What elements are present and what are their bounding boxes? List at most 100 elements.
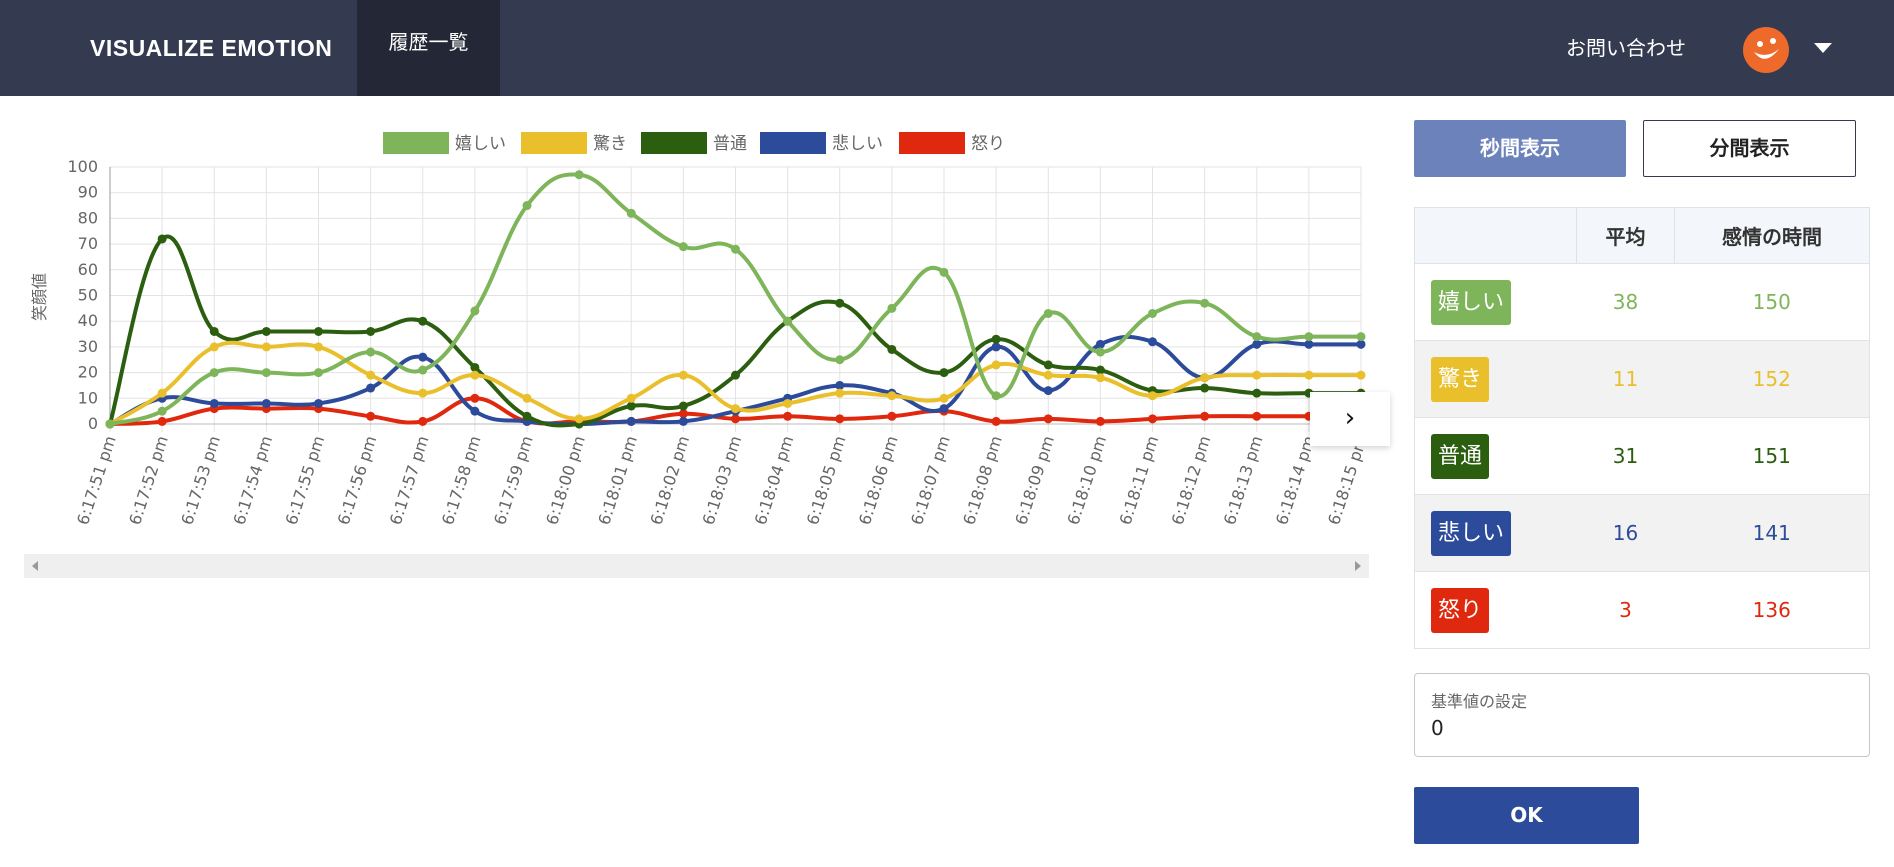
data-point [939,267,949,277]
x-tick-label: 6:17:59 pm [490,433,537,527]
data-point [418,416,428,426]
emotion-line-chart: 0 10 20 30 40 50 60 70 80 90 100 6:17:51 pm 6:17:52 … [24,120,1390,550]
data-point [261,368,271,378]
nav-history-link[interactable]: 履歴一覧 [357,0,500,96]
data-point [1043,370,1053,380]
legend-label: 普通 [713,134,747,154]
data-point [1252,339,1262,349]
data-point [314,326,323,336]
data-point [887,391,897,401]
data-point [1304,332,1314,342]
data-point [314,398,323,408]
data-point [1043,386,1053,396]
y-tick-label: 40 [78,311,98,330]
x-tick-label: 6:18:11 pm [1116,433,1163,527]
data-point [1095,416,1105,426]
emotion-time-value: 141 [1674,494,1870,572]
caret-down-icon[interactable] [1814,43,1832,53]
data-point [209,368,219,378]
header-emotion-time: 感情の時間 [1674,207,1870,264]
data-point [418,388,428,398]
data-point [1200,411,1210,421]
data-point [835,414,845,424]
average-value: 11 [1576,340,1675,418]
chart-horizontal-scrollbar[interactable] [24,554,1369,578]
chart-canvas: 0 10 20 30 40 50 60 70 80 90 100 6:17:51 pm 6:17:52 … [30,132,1369,527]
data-point [626,208,636,218]
scroll-right-arrow-icon[interactable] [1355,561,1361,571]
data-point [1148,337,1157,347]
data-point [157,234,167,244]
x-tick-label: 6:18:05 pm [803,433,850,527]
emotion-cell: 嬉しい [1414,263,1577,341]
legend-swatch [383,132,449,154]
data-point [991,416,1001,426]
legend-label: 悲しい [832,134,883,154]
x-tick-label: 6:17:57 pm [386,433,433,527]
data-point [835,388,845,398]
data-point [1252,370,1262,380]
scroll-left-arrow-icon[interactable] [32,561,38,571]
data-point [731,244,740,254]
data-point [626,416,636,426]
data-point [1148,391,1157,401]
brand-logo-text[interactable]: VISUALIZE EMOTION [90,35,333,61]
data-point [991,391,1001,401]
data-point [1043,360,1053,370]
legend-label: 嬉しい [455,134,506,154]
data-point [366,370,376,380]
data-point [470,362,480,372]
data-point [1356,332,1366,342]
data-point [314,342,323,352]
data-point [1148,414,1157,424]
data-point [157,388,167,398]
data-point [366,347,376,357]
threshold-setting-label: 基準値の設定 [1431,692,1528,711]
x-tick-label: 6:18:02 pm [647,433,694,527]
header-average: 平均 [1576,207,1675,264]
series-line [109,172,1361,426]
emotion-time-value: 136 [1674,571,1870,649]
ok-button[interactable]: OK [1414,787,1639,844]
smiley-avatar-icon[interactable] [1743,27,1789,73]
data-point [731,370,740,380]
legend-label: 怒り [971,134,1005,154]
data-point [887,303,897,313]
table-row: 嬉しい 38 150 [1414,263,1870,341]
data-point [678,370,688,380]
x-tick-label: 6:18:10 pm [1064,433,1111,527]
data-point [366,326,376,336]
data-point [626,393,636,403]
table-row: 悲しい 16 141 [1414,494,1870,572]
table-row: 普通 31 151 [1414,417,1870,495]
emotion-cell: 悲しい [1414,494,1577,572]
data-point [574,170,584,180]
data-point [470,306,480,316]
emotion-cell: 怒り [1414,571,1577,649]
data-point [418,316,428,326]
seconds-view-button[interactable]: 秒間表示 [1414,120,1626,177]
chart-next-button[interactable]: › [1310,392,1390,446]
data-point [470,406,480,416]
threshold-setting-field[interactable]: 基準値の設定 [1414,673,1870,757]
data-point [1252,332,1262,342]
emotion-badge: 普通 [1431,433,1490,479]
data-point [1043,308,1053,318]
y-tick-label: 0 [88,414,98,433]
data-point [209,326,219,336]
emotion-cell: 普通 [1414,417,1577,495]
threshold-input[interactable] [1431,716,1831,740]
data-point [939,368,949,378]
minutes-view-button[interactable]: 分間表示 [1643,120,1856,177]
x-tick-label: 6:18:06 pm [855,433,902,527]
data-point [105,419,115,429]
table-row: 驚き 11 152 [1414,340,1870,418]
data-point [261,326,271,336]
nav-contact-link[interactable]: お問い合わせ [1566,36,1686,60]
data-point [678,416,688,426]
data-point [418,365,428,375]
emotion-cell: 驚き [1414,340,1577,418]
data-point [1200,298,1210,308]
legend-swatch [899,132,965,154]
x-tick-label: 6:17:54 pm [230,433,277,527]
